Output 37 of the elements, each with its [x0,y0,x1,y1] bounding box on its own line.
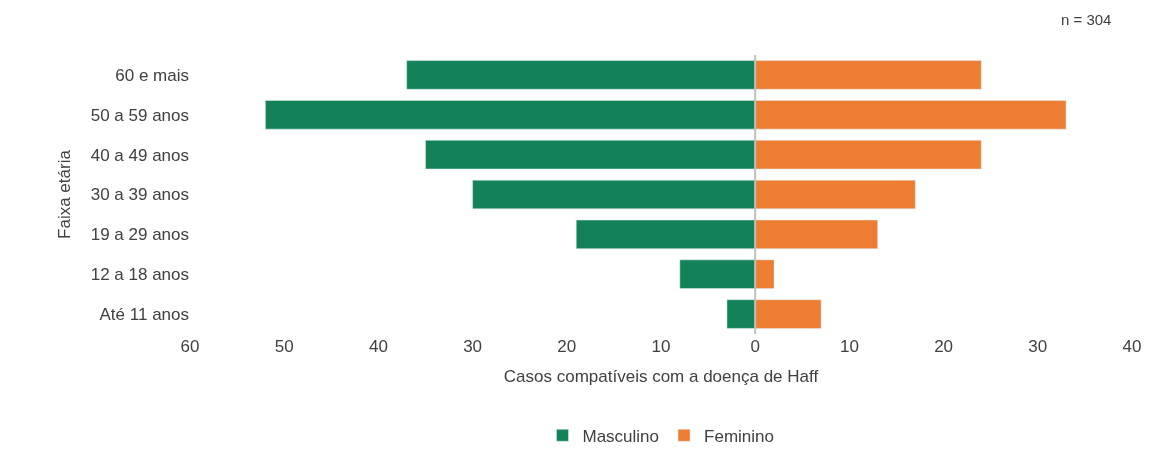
bar [754,100,1067,130]
x-tick-label: 0 [750,337,760,356]
bar [754,219,878,249]
x-tick-label: 40 [1122,337,1142,356]
x-tick-label: 10 [651,337,671,356]
y-tick-label: 50 a 59 anos [90,105,189,125]
bar [406,60,756,90]
x-tick-label: 20 [934,337,954,356]
x-tick-label: 20 [557,337,577,356]
x-axis-title: Casos compatíveis com a doença de Haff [503,367,819,387]
x-tick-label: 50 [274,337,294,356]
bar [472,179,756,210]
text: n = 304 [1061,11,1112,28]
y-tick-label: 30 a 39 anos [90,185,189,205]
y-tick-label: Até 11 anos [99,305,189,325]
y-axis-title: Faixa etária [55,149,75,239]
bar [754,179,916,210]
x-tick-label: 10 [839,337,859,356]
legend-label: Masculino [582,426,660,446]
bar [679,259,756,289]
bar [575,219,756,249]
y-tick-label: 19 a 29 anos [90,225,189,245]
x-tick-label: 40 [368,337,388,356]
x-tick-label: 30 [1028,337,1048,356]
bar [754,259,775,289]
y-tick-label: 60 e mais [115,65,189,85]
x-tick-label: 60 [180,337,200,356]
bar [265,100,756,130]
bar [754,299,822,329]
legend-label: Feminino [704,426,774,446]
bar [754,60,982,90]
bar [726,299,756,329]
bar [425,140,756,170]
x-tick-label: 30 [463,337,483,356]
y-tick-label: 40 a 49 anos [90,145,189,165]
bar [754,140,982,170]
y-tick-label: 12 a 18 anos [90,265,189,285]
